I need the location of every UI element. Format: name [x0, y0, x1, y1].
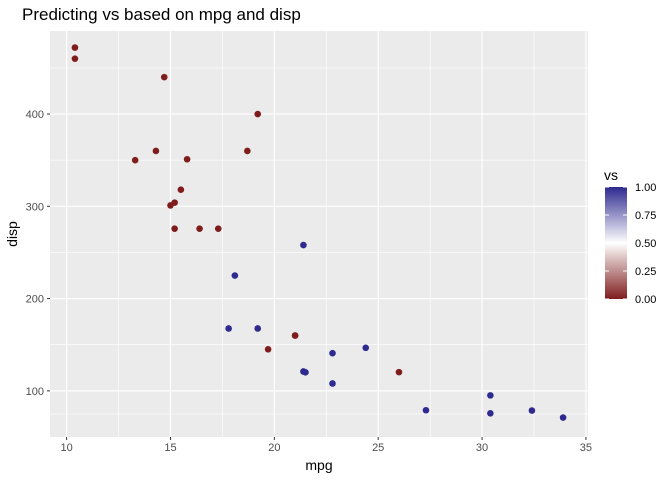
- data-point: [487, 392, 494, 399]
- x-tick-label: 25: [372, 442, 384, 454]
- x-tick-label: 30: [476, 442, 488, 454]
- legend-label: 0.50: [635, 238, 656, 250]
- data-point: [329, 349, 336, 357]
- data-point: [171, 225, 178, 232]
- x-tick-label: 35: [580, 442, 592, 454]
- data-point: [152, 147, 160, 155]
- x-tick-label: 20: [268, 442, 280, 454]
- y-tick-label: 400: [26, 109, 44, 121]
- y-tick-label: 200: [26, 294, 44, 306]
- data-point: [559, 414, 567, 421]
- data-point: [329, 380, 336, 387]
- legend-label: 0.00: [635, 294, 656, 306]
- data-point: [291, 332, 299, 339]
- data-point: [395, 368, 403, 376]
- data-point: [254, 110, 262, 118]
- data-point: [71, 44, 79, 51]
- grid-lines: [50, 31, 588, 437]
- x-axis-title: mpg: [305, 457, 332, 473]
- y-axis-title: disp: [4, 221, 20, 247]
- data-point: [244, 147, 251, 155]
- legend-colorbar: [605, 187, 627, 299]
- data-point: [214, 225, 222, 232]
- data-point: [167, 202, 174, 209]
- legend-label: 0.75: [635, 210, 656, 222]
- x-axis: 10 15 20 25 30 35: [60, 437, 592, 454]
- data-point: [71, 55, 79, 62]
- data-point: [254, 325, 262, 332]
- x-tick-label: 10: [60, 442, 72, 454]
- y-tick-label: 300: [26, 201, 44, 213]
- plot-panel: [50, 31, 588, 437]
- data-point: [362, 344, 370, 352]
- data-point: [131, 156, 139, 164]
- data-point: [422, 406, 430, 414]
- y-axis: 100 200 300 400: [26, 109, 50, 398]
- x-tick-label: 15: [164, 442, 176, 454]
- data-point: [225, 325, 232, 332]
- color-legend: vs 1.00 0.75 0.50 0.25 0.00: [604, 167, 656, 306]
- data-point: [231, 272, 239, 279]
- data-point: [160, 73, 168, 81]
- data-point: [177, 186, 185, 194]
- data-point: [302, 369, 309, 376]
- data-point: [528, 407, 536, 414]
- data-points: [71, 44, 567, 421]
- chart-title: Predicting vs based on mpg and disp: [22, 5, 301, 24]
- data-point: [183, 155, 191, 163]
- legend-ticks: 1.00 0.75 0.50 0.25 0.00: [605, 182, 656, 306]
- legend-title: vs: [604, 167, 618, 183]
- y-tick-label: 100: [26, 386, 44, 398]
- data-point: [300, 241, 307, 249]
- legend-label: 0.25: [635, 266, 656, 278]
- legend-label: 1.00: [635, 182, 656, 194]
- data-point: [264, 346, 272, 353]
- data-point: [487, 409, 494, 417]
- data-point: [196, 225, 203, 232]
